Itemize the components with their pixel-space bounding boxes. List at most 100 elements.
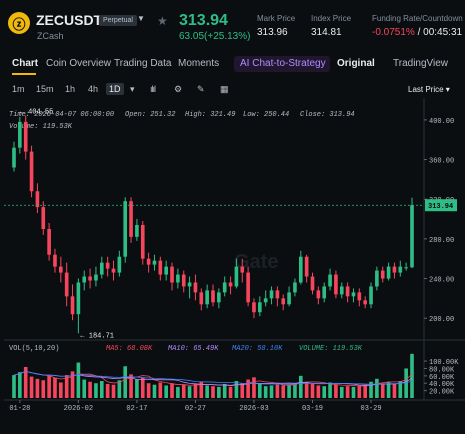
volume-bar [287, 384, 291, 398]
volume-bar [23, 366, 28, 398]
interval-toolbar: 1m 15m 1h 4h 1D ▾ ılıl ⚙ ✎ ▦ [0, 79, 465, 99]
drawing-icon[interactable]: ✎ [197, 84, 205, 94]
volume-bar [35, 378, 40, 398]
vol-label: VOL(5,10,20) [9, 345, 59, 353]
settings-icon[interactable]: ⚙ [174, 84, 183, 94]
symbol-title[interactable]: ZECUSDT [36, 12, 103, 28]
info-high: High: 321.49 [185, 111, 235, 119]
volume-bar [170, 383, 174, 398]
candle-body [76, 282, 81, 315]
interval-1h[interactable]: 1h [65, 84, 76, 94]
interval-4h[interactable]: 4h [88, 84, 99, 94]
volume-bar [246, 379, 250, 398]
candle-body [322, 286, 327, 299]
volume-bar [339, 386, 344, 398]
candle-body [88, 276, 92, 281]
candle-body [275, 290, 280, 299]
volume-bar [293, 383, 297, 398]
candle-body [316, 290, 321, 299]
coin-name: ZCash [37, 31, 64, 41]
interval-1d[interactable]: 1D [106, 83, 124, 95]
price-type-select[interactable]: Last Price ▾ [408, 85, 450, 94]
price-tick-label: 240.00 [429, 277, 454, 285]
volume-bar [187, 386, 192, 398]
info-open: Open: 251.32 [125, 111, 175, 119]
funding-countdown: / 00:45:31 [417, 27, 463, 38]
funding-rate: -0.0751% [372, 27, 415, 38]
tab-trading-data[interactable]: Trading Data [114, 58, 172, 69]
layout-icon[interactable]: ▦ [220, 84, 229, 94]
chevron-down-icon[interactable]: ▼ [137, 14, 145, 23]
tab-chart[interactable]: Chart [12, 58, 39, 69]
volume-bar [158, 382, 163, 398]
time-tick-label: 02-27 [185, 405, 206, 413]
tab-coin-overview[interactable]: Coin Overview [46, 58, 112, 69]
candle-body [228, 282, 233, 287]
candle-body [287, 292, 291, 305]
candle-body [53, 254, 57, 267]
candle-body [152, 260, 157, 265]
price-change: 63.05(+25.13%) [179, 31, 251, 42]
volume-bar [398, 381, 403, 398]
candle-body [158, 260, 163, 275]
time-tick-label: 03-19 [302, 405, 323, 413]
volume-tick-label: 40.00K [429, 381, 455, 389]
volume-bar [222, 383, 227, 398]
high-mark-label: ← 404.55 [20, 108, 54, 116]
candle-body [410, 205, 414, 268]
volume-bar [275, 384, 280, 398]
ai-chat-strategy-button[interactable] [234, 56, 330, 72]
interval-dropdown-icon[interactable]: ▾ [130, 84, 135, 94]
zec-coin-icon: ⓩ [8, 12, 30, 34]
candle-body [380, 270, 385, 279]
mark-price-label: Mark Price [257, 14, 296, 23]
volume-bar [64, 375, 69, 398]
volume-bar [117, 380, 122, 398]
volume-bar [82, 379, 87, 398]
index-price-stat: Index Price 314.81 [311, 14, 351, 38]
volume-bar [88, 381, 92, 398]
volume-bar [351, 386, 356, 398]
candle-body [263, 298, 268, 303]
ticker-header: ⓩ ZECUSDT Perpetual ▼ ZCash ★ 313.94 63.… [0, 0, 465, 52]
candle-body [199, 292, 204, 305]
info-time: Time: 2026-04-07 06:00:00 [9, 111, 114, 119]
candle-body [404, 267, 408, 269]
candle-body [293, 282, 297, 293]
volume-bar [164, 385, 168, 398]
volume-bar [334, 384, 338, 398]
indicator-icon[interactable]: ılıl [150, 84, 156, 94]
vol-ma10: MA10: 65.49K [168, 345, 219, 353]
candle-body [35, 191, 40, 208]
volume-bar [193, 383, 198, 398]
candle-body [29, 151, 34, 192]
mark-price-stat: Mark Price 313.96 [257, 14, 295, 38]
index-price-value: 314.81 [311, 27, 342, 38]
tab-tradingview[interactable]: TradingView [393, 58, 449, 69]
tab-moments[interactable]: Moments [178, 58, 220, 69]
price-tick-label: 400.00 [429, 118, 454, 126]
candle-body [217, 292, 221, 303]
info-close: Close: 313.94 [300, 111, 355, 119]
favorite-star-icon[interactable]: ★ [157, 14, 168, 28]
time-tick-label: 2026-03 [239, 405, 268, 413]
candle-body [146, 258, 151, 265]
watermark-text: Gate [234, 251, 278, 273]
candle-body [234, 266, 239, 287]
interval-15m[interactable]: 15m [36, 84, 54, 94]
volume-bar [269, 385, 274, 398]
candle-body [140, 224, 145, 259]
volume-bar [258, 383, 262, 398]
volume-bar [18, 372, 22, 398]
volume-bar [152, 384, 157, 398]
time-tick-label: 03-29 [361, 405, 382, 413]
candle-body [310, 276, 315, 291]
candle-body [135, 224, 139, 237]
tab-original[interactable]: Original [337, 58, 375, 69]
info-low: Low: 250.44 [243, 111, 289, 119]
interval-1m[interactable]: 1m [12, 84, 25, 94]
volume-bar [111, 384, 116, 398]
candle-body [129, 201, 133, 237]
tab-ai-chat[interactable]: AI Chat-to-Strategy [240, 58, 326, 69]
